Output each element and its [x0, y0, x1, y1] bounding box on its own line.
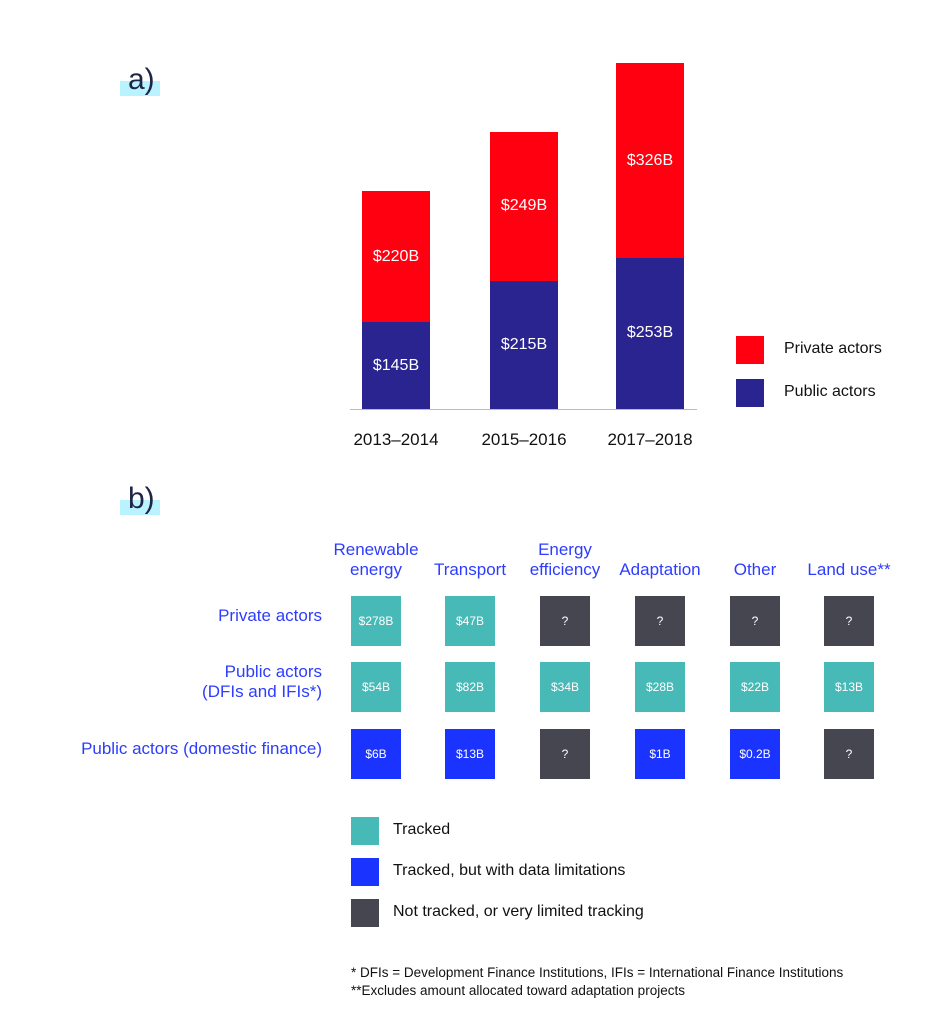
column-header: Energy efficiency	[505, 540, 625, 580]
heatmap-cell: $82B	[445, 662, 495, 712]
row-header-line: Private actors	[218, 606, 322, 625]
heatmap-cell: $47B	[445, 596, 495, 646]
heatmap-cell: ?	[635, 596, 685, 646]
heatmap-cell: ?	[824, 729, 874, 779]
column-header: Land use**	[789, 560, 909, 580]
x-axis-line	[350, 409, 697, 410]
heatmap-cell: $13B	[824, 662, 874, 712]
heatmap-cell: $278B	[351, 596, 401, 646]
bar-public-actors: $215B	[490, 280, 558, 409]
legend-label: Tracked	[393, 821, 451, 838]
column-header-line: energy	[350, 560, 402, 579]
column-header-line: Renewable	[333, 540, 419, 559]
heatmap-cell: ?	[540, 729, 590, 779]
legend-label: Not tracked, or very limited tracking	[393, 903, 644, 920]
legend-label: Public actors	[784, 383, 876, 400]
column-header-line: Land use**	[807, 560, 891, 579]
x-tick-label: 2013–2014	[353, 430, 439, 449]
heatmap-cell: $34B	[540, 662, 590, 712]
column-header: Other	[695, 560, 815, 580]
x-tick-label: 2015–2016	[481, 430, 567, 449]
heatmap-cell: ?	[824, 596, 874, 646]
heatmap-cell: $54B	[351, 662, 401, 712]
panel-b-highlight	[120, 500, 160, 515]
legend-swatch	[736, 336, 764, 364]
row-header: Private actors	[218, 606, 322, 626]
column-header-line: Other	[733, 560, 777, 579]
row-header-line: Public actors (domestic finance)	[81, 739, 322, 758]
column-header-line: Energy	[538, 540, 592, 559]
bar-private-actors: $249B	[490, 131, 558, 281]
legend-swatch	[351, 817, 379, 845]
heatmap-cell: ?	[540, 596, 590, 646]
legend-label: Private actors	[784, 340, 882, 357]
panel-a-highlight	[120, 81, 160, 96]
footnote-2: **Excludes amount allocated toward adapt…	[351, 983, 685, 998]
bar-private-actors: $220B	[362, 191, 430, 323]
column-header-line: efficiency	[529, 560, 601, 579]
row-header-line: Public actors	[224, 662, 322, 681]
heatmap-cell: $28B	[635, 662, 685, 712]
heatmap-cell: $1B	[635, 729, 685, 779]
panel-a-label: a)	[128, 63, 155, 96]
column-header: Renewable energy	[316, 540, 436, 580]
column-header-line: Adaptation	[619, 560, 701, 579]
column-header: Transport	[410, 560, 530, 580]
heatmap-cell: $6B	[351, 729, 401, 779]
panel-b-label: b)	[128, 482, 155, 515]
bar-public-actors: $145B	[362, 322, 430, 409]
heatmap-cell: $0.2B	[730, 729, 780, 779]
legend-swatch	[351, 858, 379, 886]
row-header-line: (DFIs and IFIs*)	[202, 682, 322, 701]
footnote-1: * DFIs = Development Finance Institution…	[351, 965, 844, 980]
x-tick-label: 2017–2018	[607, 430, 693, 449]
bar-public-actors: $253B	[616, 257, 684, 409]
heatmap-cell: $22B	[730, 662, 780, 712]
row-header: Public actors (DFIs and IFIs*)	[202, 662, 322, 702]
heatmap-cell: $13B	[445, 729, 495, 779]
column-header: Adaptation	[600, 560, 720, 580]
heatmap-cell: ?	[730, 596, 780, 646]
legend-swatch	[351, 899, 379, 927]
column-header-line: Transport	[433, 560, 507, 579]
bar-private-actors: $326B	[616, 63, 684, 258]
legend-label: Tracked, but with data limitations	[393, 862, 626, 879]
legend-swatch	[736, 379, 764, 407]
row-header: Public actors (domestic finance)	[81, 739, 322, 759]
